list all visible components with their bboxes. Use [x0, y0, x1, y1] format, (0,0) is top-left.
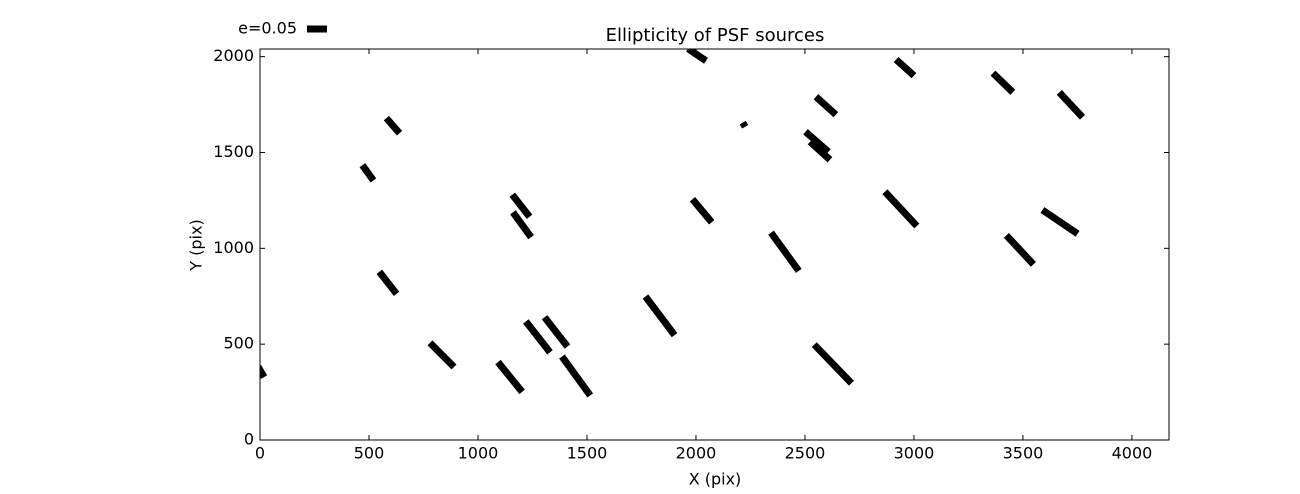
x-tick-label: 1000 — [458, 444, 499, 463]
whisker — [510, 210, 534, 240]
y-tick-label: 1500 — [213, 142, 254, 161]
whisker — [689, 197, 715, 225]
chart-title: Ellipticity of PSF sources — [606, 25, 825, 46]
whisker — [739, 120, 749, 129]
whisker — [1040, 207, 1080, 237]
whisker — [427, 340, 457, 370]
whisker — [383, 115, 403, 136]
whisker — [811, 342, 855, 386]
x-tick-label: 0 — [255, 444, 265, 463]
x-tick-label: 1500 — [567, 444, 608, 463]
x-tick-label: 2000 — [676, 444, 717, 463]
whisker — [990, 70, 1016, 95]
x-tick-label: 3000 — [894, 444, 935, 463]
x-tick-label: 4000 — [1112, 444, 1153, 463]
whisker — [376, 269, 400, 297]
whisker — [523, 319, 553, 355]
whisker — [893, 56, 917, 79]
x-tick-label: 2500 — [785, 444, 826, 463]
whisker — [882, 189, 920, 229]
whisker — [813, 94, 839, 118]
whisker — [1056, 89, 1086, 120]
whisker — [559, 354, 594, 398]
y-axis-label: Y (pix) — [187, 219, 206, 271]
plot-area — [260, 49, 1169, 440]
whisker — [359, 163, 377, 183]
whisker — [803, 129, 831, 155]
y-tick-label: 1000 — [213, 238, 254, 257]
plot-frame — [259, 48, 1170, 441]
whisker — [541, 315, 571, 349]
whisker — [495, 359, 525, 395]
whisker — [686, 49, 708, 64]
whisker — [509, 192, 533, 219]
whisker — [768, 230, 802, 273]
whisker — [1003, 232, 1036, 267]
whisker-layer — [260, 49, 1086, 398]
whisker — [642, 294, 678, 338]
y-tick-label: 2000 — [213, 46, 254, 65]
x-axis-label: X (pix) — [689, 470, 742, 489]
whisker — [807, 139, 833, 163]
y-tick-label: 500 — [223, 334, 254, 353]
y-tick-label: 0 — [244, 430, 254, 449]
x-tick-label: 500 — [354, 444, 385, 463]
x-tick-label: 3500 — [1003, 444, 1044, 463]
legend-label: e=0.05 — [238, 19, 297, 38]
whisker — [260, 365, 268, 379]
